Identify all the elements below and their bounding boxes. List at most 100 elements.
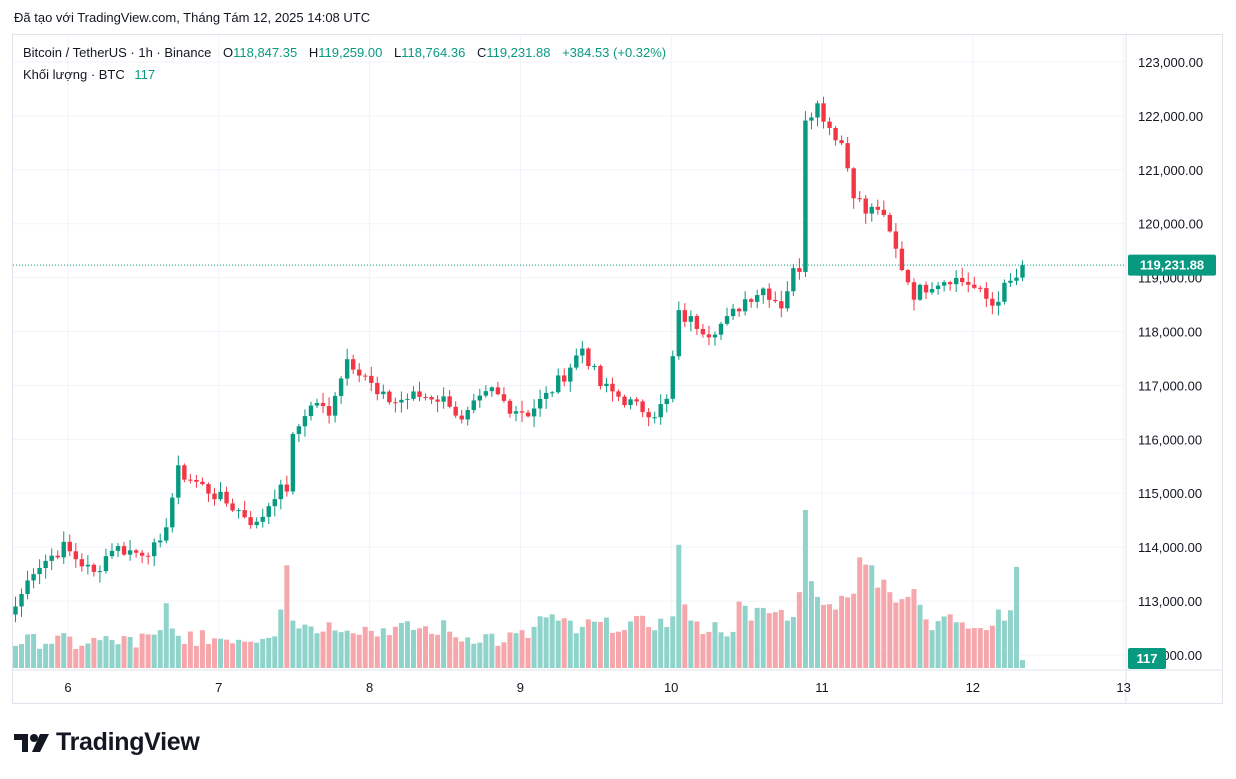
candle-body	[170, 497, 175, 528]
volume-bar	[326, 622, 332, 668]
candle-body	[984, 288, 989, 299]
candle-body	[145, 555, 151, 557]
candle-body	[459, 415, 464, 420]
volume-bar	[893, 602, 899, 668]
candle-body	[592, 365, 597, 367]
volume-bar	[290, 620, 296, 668]
volume-bar	[181, 643, 187, 668]
candle-body	[363, 375, 368, 377]
y-tick-label: 116,000.00	[1138, 432, 1202, 447]
last-price-tag: 119,231.88	[1128, 254, 1216, 276]
volume-bar	[79, 645, 85, 668]
volume-bar	[585, 619, 591, 668]
candle-body	[827, 121, 832, 129]
y-tick-label: 114,000.00	[1138, 540, 1202, 555]
candle-body	[49, 555, 54, 561]
candle-body	[381, 391, 386, 395]
x-tick-label: 7	[215, 680, 222, 695]
candle-body	[489, 387, 495, 392]
volume-bar	[224, 639, 230, 668]
volume-bar	[784, 620, 790, 668]
volume-bar	[833, 609, 839, 668]
candle-body	[821, 103, 826, 122]
candle-body	[471, 400, 476, 411]
candle-body	[688, 316, 694, 322]
candle-body	[682, 310, 688, 322]
candle-body	[151, 542, 157, 557]
candle-body	[31, 574, 36, 581]
volume-bar	[67, 636, 73, 668]
chart-frame	[12, 34, 1223, 704]
volume-bar	[163, 603, 169, 668]
volume-bar	[127, 636, 133, 668]
volume-bar	[157, 630, 163, 668]
volume-bar	[652, 630, 658, 668]
candle-body	[700, 328, 706, 335]
candle-body	[37, 568, 42, 575]
volume-bar	[682, 604, 688, 668]
candle-body	[598, 365, 603, 387]
candle-body	[188, 479, 193, 481]
volume-bar	[25, 634, 31, 668]
volume-bar	[839, 595, 845, 668]
candle-body	[344, 359, 350, 379]
volume-bar	[236, 639, 242, 668]
volume-bar	[790, 616, 796, 668]
candle-body	[899, 248, 905, 271]
volume-bar	[199, 630, 205, 668]
candle-body	[736, 308, 742, 312]
candle-body	[417, 391, 422, 397]
volume-bar	[284, 565, 290, 668]
volume-bar	[821, 604, 827, 668]
candle-body	[314, 402, 320, 406]
volume-bar	[983, 630, 989, 668]
volume-bar	[55, 635, 61, 668]
volume-bar	[489, 633, 495, 668]
volume-bar	[766, 613, 772, 668]
candle-body	[754, 295, 760, 302]
volume-bar	[230, 643, 236, 668]
candle-body	[411, 391, 416, 399]
volume-bar	[356, 634, 362, 668]
volume-bar	[338, 632, 344, 668]
candle-body	[549, 392, 555, 394]
candle-body	[537, 398, 543, 409]
volume-bar	[459, 641, 465, 668]
candle-body	[905, 270, 911, 283]
volume-bar	[218, 638, 224, 668]
candle-body	[748, 299, 754, 302]
legend-high-label: H	[308, 45, 319, 60]
volume-bar	[417, 628, 423, 668]
caption: Đã tạo với TradingView.com, Tháng Tám 12…	[14, 10, 371, 25]
volume-bar	[640, 615, 646, 668]
candle-body	[182, 465, 187, 480]
volume-bar	[917, 604, 923, 668]
volume-bar	[332, 630, 338, 668]
volume-bar	[911, 589, 917, 668]
candle-body	[375, 382, 380, 395]
volume-bar	[314, 633, 320, 668]
candle-body	[875, 206, 880, 210]
volume-bar	[881, 579, 887, 668]
x-tick-label: 8	[366, 680, 373, 695]
candle-body	[568, 367, 573, 382]
candle-body	[308, 405, 314, 417]
legend-close: 119,231.88	[486, 45, 551, 60]
last-price-label: 119,231.88	[1140, 258, 1204, 273]
x-tick-label: 6	[64, 680, 71, 695]
candle-body	[236, 510, 241, 512]
candle-body	[501, 394, 507, 401]
volume-bar	[145, 634, 151, 668]
candle-body	[158, 540, 163, 543]
candle-body	[387, 391, 392, 403]
candle-body	[730, 308, 736, 317]
candle-body	[405, 398, 410, 400]
tradingview-logo[interactable]: TradingView	[14, 728, 200, 757]
candle-body	[929, 289, 935, 293]
volume-bar	[447, 631, 453, 668]
candle-body	[206, 484, 211, 494]
last-volume-tag: 117	[1128, 648, 1166, 669]
volume-bar	[851, 593, 857, 668]
candle-body	[664, 398, 669, 405]
